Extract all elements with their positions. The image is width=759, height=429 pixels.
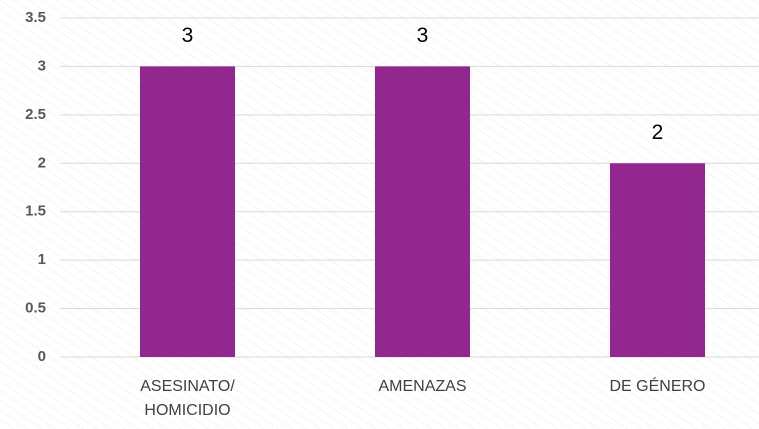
bar [610,163,705,357]
data-label: 3 [417,24,429,47]
x-tick-label: AMENAZAS [378,378,467,395]
y-tick-label: 2.5 [25,106,46,123]
x-tick-label: DE GÉNERO [609,378,706,395]
y-tick-label: 3 [38,57,46,74]
data-label: 3 [182,24,194,47]
data-label: 2 [652,121,664,144]
x-tick-label: ASESINATO/ HOMICIDIO [140,378,235,419]
y-tick-label: 3.5 [25,9,46,26]
bar [375,66,470,357]
y-tick-label: 2 [38,154,46,171]
y-tick-label: 1 [38,251,46,268]
bar [140,66,235,357]
y-tick-label: 1.5 [25,203,46,220]
y-tick-label: 0 [38,348,46,365]
y-tick-label: 0.5 [25,300,46,317]
